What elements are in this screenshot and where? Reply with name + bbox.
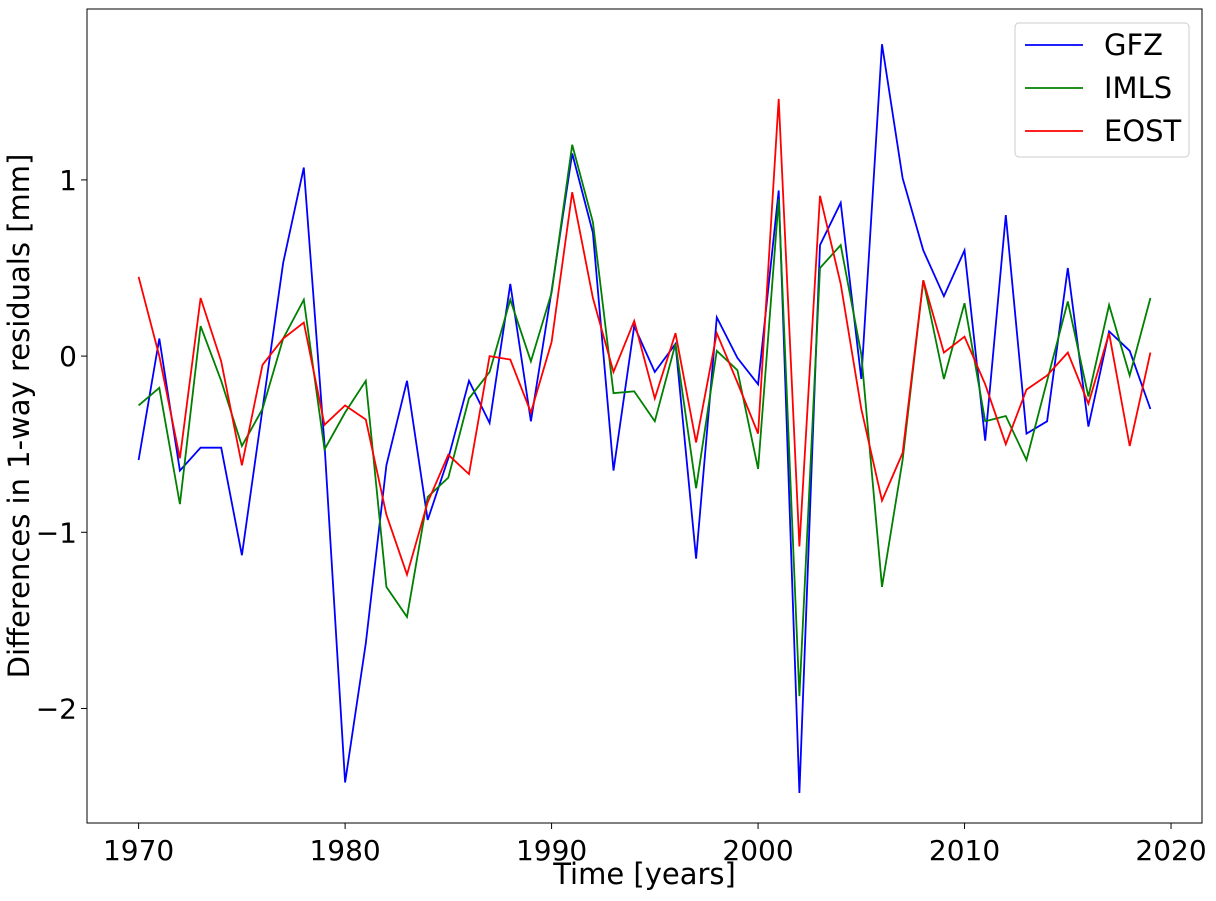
y-tick-label: 0: [59, 340, 77, 373]
y-tick-label: −2: [36, 692, 77, 725]
x-axis-title: Time [years]: [552, 857, 736, 891]
legend: GFZ IMLS EOST: [1014, 22, 1190, 158]
ticks-layer: 1970 1980 1990 2000 2010 2020 −2 −1 0 1: [36, 164, 1207, 867]
legend-label-gfz: GFZ: [1104, 28, 1163, 62]
x-tick-label: 1990: [516, 834, 587, 867]
series-layer: [137, 44, 1152, 794]
y-tick-label: 1: [59, 164, 77, 197]
legend-label-imls: IMLS: [1104, 71, 1172, 105]
y-axis-title: Differences in 1-way residuals [mm]: [2, 154, 36, 679]
x-tick-label: 1980: [309, 834, 380, 867]
plot-frame: [86, 8, 1203, 824]
x-tick-label: 1970: [103, 834, 174, 867]
legend-box: [1014, 22, 1190, 158]
series-line-imls: [138, 144, 1152, 697]
series-line-gfz: [137, 44, 1152, 794]
legend-label-eost: EOST: [1104, 114, 1182, 148]
y-tick-label: −1: [36, 516, 77, 549]
x-tick-label: 2020: [1135, 834, 1206, 867]
x-tick-label: 2010: [929, 834, 1000, 867]
x-tick-label: 2000: [722, 834, 793, 867]
series-line-eost: [137, 98, 1152, 578]
